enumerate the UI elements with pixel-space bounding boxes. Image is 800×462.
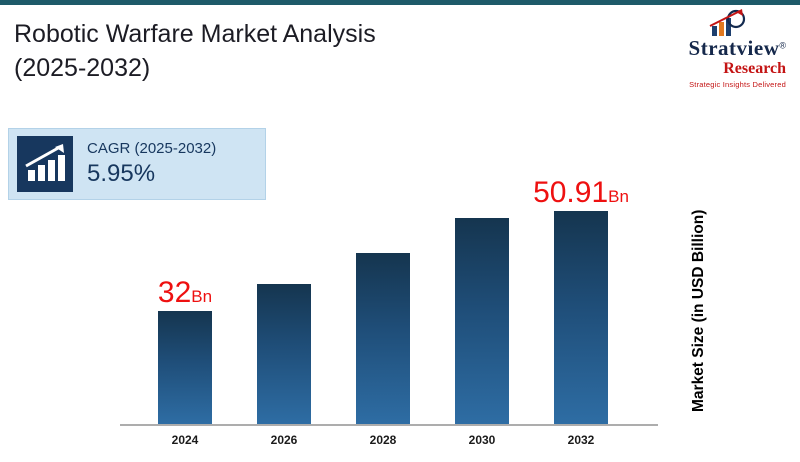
brand-logo: Stratview® Research Strategic Insights D… xyxy=(656,8,786,89)
bar-2024 xyxy=(158,311,212,424)
top-border xyxy=(0,0,800,5)
bar-chart: 32Bn 50.91Bn xyxy=(158,178,629,424)
title-line-1: Robotic Warfare Market Analysis xyxy=(14,20,376,48)
x-axis-label: 2028 xyxy=(369,433,397,447)
brand-tagline: Strategic Insights Delivered xyxy=(689,80,786,90)
bar-2026 xyxy=(257,284,311,424)
bar-chart-arrow-icon xyxy=(17,136,73,192)
growth-chart-icon xyxy=(709,9,746,36)
bar-column: 50.91Bn xyxy=(533,178,629,424)
bar-value-label: 50.91Bn xyxy=(533,176,629,209)
bar-2032 xyxy=(554,211,608,424)
brand-name-top: Stratview xyxy=(688,36,780,60)
bar-2030 xyxy=(455,218,509,424)
x-axis-label: 2026 xyxy=(270,433,298,447)
bar-2028 xyxy=(356,253,410,424)
x-axis-label: 2032 xyxy=(567,433,595,447)
registered-mark: ® xyxy=(779,40,786,51)
x-axis-label: 2030 xyxy=(468,433,496,447)
bar-value-label: 32Bn xyxy=(157,276,213,309)
x-axis-line xyxy=(120,424,658,426)
cagr-value: 5.95% xyxy=(87,160,156,187)
y-axis-title: Market Size (in USD Billion) xyxy=(690,209,707,413)
bar-column xyxy=(356,178,410,424)
bar-column: 32Bn xyxy=(158,178,212,424)
brand-name: Stratview® xyxy=(656,38,786,60)
brand-name-bottom: Research xyxy=(723,60,786,77)
cagr-callout: CAGR (2025-2032) 5.95% xyxy=(8,128,266,200)
x-axis-labels: 2024 2026 2028 2030 2032 xyxy=(158,433,608,447)
bar-column xyxy=(257,178,311,424)
page-title: Robotic Warfare Market Analysis (2025-20… xyxy=(14,18,376,86)
x-axis-label: 2024 xyxy=(171,433,199,447)
cagr-label: CAGR (2025-2032) xyxy=(87,140,217,157)
bar-column xyxy=(455,178,509,424)
title-line-2: (2025-2032) xyxy=(14,53,151,82)
